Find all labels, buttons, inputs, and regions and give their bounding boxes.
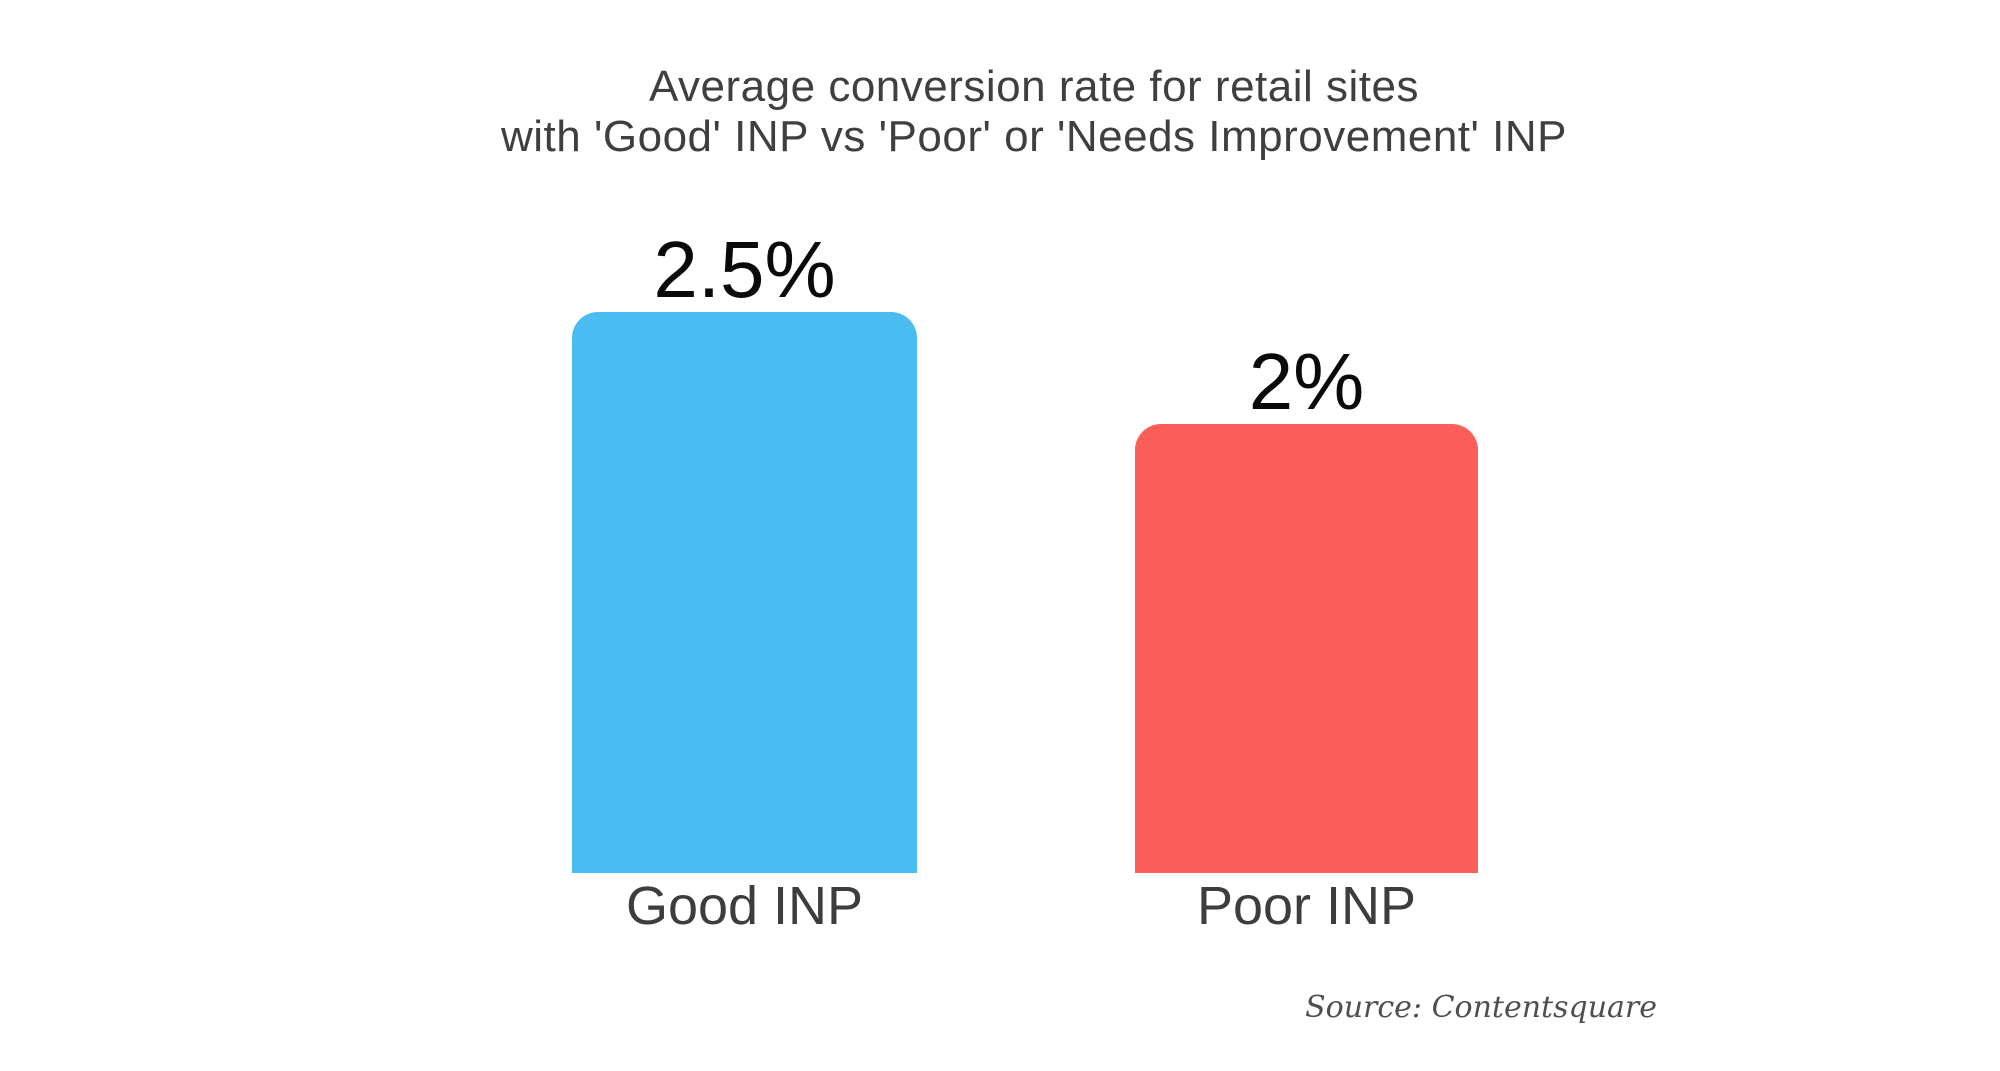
chart-title: Average conversion rate for retail sites… (34, 62, 2000, 162)
value-label-poor-inp: 2% (1248, 337, 1365, 426)
source-note: Source: Contentsquare (1305, 990, 1657, 1025)
bar-group-good-inp: 2.5% (572, 0, 917, 873)
bar-group-poor-inp: 2% (1135, 0, 1478, 873)
bar-good-inp (572, 312, 917, 873)
chart-title-line-2: with 'Good' INP vs 'Poor' or 'Needs Impr… (501, 112, 1567, 161)
category-label-poor-inp: Poor INP (1196, 876, 1417, 936)
chart-title-line-1: Average conversion rate for retail sites (649, 62, 1419, 111)
value-label-good-inp: 2.5% (653, 225, 836, 314)
bar-poor-inp (1135, 424, 1478, 873)
category-label-good-inp: Good INP (625, 876, 864, 936)
